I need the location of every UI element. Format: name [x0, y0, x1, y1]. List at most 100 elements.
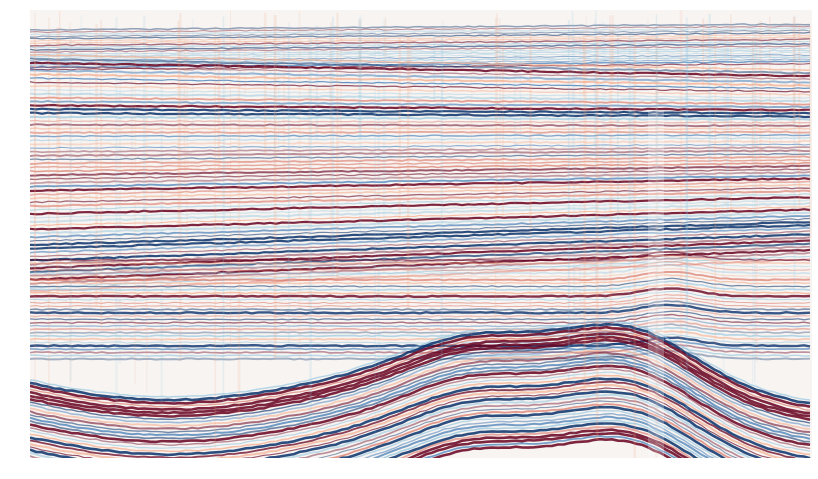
reflector-horizon	[30, 171, 811, 185]
reflector-horizon	[30, 96, 811, 106]
disturbance-zone	[648, 110, 664, 458]
reflector-horizon	[30, 322, 811, 405]
trace-noise-column	[501, 36, 505, 218]
trace-noise-column	[780, 24, 782, 201]
reflector-horizon	[30, 348, 811, 430]
trace-noise-column	[384, 17, 387, 58]
trace-noise-column	[582, 33, 585, 97]
reflector-horizon	[381, 419, 704, 458]
reflector-horizon	[30, 201, 811, 223]
reflector-horizon	[30, 287, 811, 299]
reflector-horizon	[30, 317, 811, 328]
reflector-horizon	[30, 133, 811, 138]
reflector-horizon	[30, 313, 811, 325]
trace-noise-column	[655, 14, 658, 176]
reflector-horizon	[30, 361, 811, 443]
reflector-horizon	[372, 415, 710, 458]
trace-noise-column	[230, 10, 231, 351]
trace-noise-column	[298, 11, 301, 358]
trace-noise-column	[655, 36, 658, 458]
reflector-horizon	[30, 187, 811, 204]
trace-noise-column	[499, 18, 501, 160]
reflector-horizon	[30, 177, 811, 193]
trace-noise-column	[628, 33, 630, 392]
reflector-horizon	[30, 158, 811, 169]
trace-noise-column	[329, 30, 332, 119]
trace-noise-column	[609, 15, 611, 316]
reflector-horizon	[30, 338, 811, 421]
trace-noise-column	[359, 15, 362, 290]
trace-noise-column	[724, 30, 726, 205]
trace-noise-column	[274, 26, 276, 169]
trace-noise-column	[69, 37, 73, 382]
trace-noise-column	[48, 17, 50, 415]
reflector-horizon	[30, 92, 811, 103]
reflector-horizon	[317, 400, 739, 458]
trace-noise-column	[131, 39, 133, 149]
reflector-horizon	[406, 428, 690, 458]
reflector-horizon	[30, 25, 811, 34]
trace-noise-column	[309, 37, 312, 425]
reflector-horizon	[30, 31, 811, 40]
reflector-horizon	[30, 320, 811, 331]
reflector-horizon	[414, 431, 684, 458]
reflector-horizon	[30, 307, 811, 318]
trace-noise-column	[237, 33, 241, 424]
reflector-horizon	[30, 130, 811, 134]
reflector-horizon	[30, 294, 811, 305]
trace-noise-column	[706, 20, 708, 110]
trace-noise-column	[495, 17, 499, 68]
trace-noise-column	[143, 15, 146, 292]
reflector-horizon	[30, 297, 811, 308]
trace-noise-column	[358, 18, 362, 138]
reflector-horizon	[30, 257, 811, 268]
reflector-horizon	[30, 223, 811, 250]
reflector-horizon	[30, 335, 811, 418]
trace-noise	[34, 10, 812, 458]
reflector-horizon	[30, 155, 811, 165]
reflector-horizon	[30, 40, 811, 49]
trace-noise-column	[186, 25, 188, 242]
trace-noise-column	[628, 34, 632, 260]
trace-noise-column	[594, 20, 596, 150]
reflector-horizon	[30, 251, 811, 285]
trace-noise-column	[752, 30, 754, 384]
reflector-horizon	[30, 189, 811, 208]
trace-noise-column	[679, 10, 683, 366]
trace-noise-column	[95, 24, 98, 306]
trace-noise-column	[374, 30, 376, 458]
trace-noise-column	[329, 21, 332, 238]
trace-noise-column	[252, 37, 255, 78]
reflector-horizon	[30, 277, 811, 288]
trace-noise-column	[571, 11, 574, 152]
trace-noise-column	[398, 37, 401, 221]
reflector-horizon	[30, 248, 811, 281]
seismic-image-panel	[30, 10, 812, 458]
trace-noise-column	[610, 38, 613, 369]
reflector-horizon	[328, 402, 733, 458]
reflector-horizon	[30, 168, 811, 181]
reflector-horizon	[30, 310, 811, 321]
trace-noise-column	[529, 29, 531, 335]
trace-noise-column	[730, 14, 732, 224]
reflector-horizon	[30, 180, 811, 196]
trace-noise-column	[224, 39, 226, 240]
trace-noise-column	[755, 29, 758, 363]
trace-noise-column	[69, 22, 71, 386]
reflector-horizon	[30, 65, 811, 80]
trace-noise-column	[145, 28, 148, 393]
trace-noise-column	[496, 13, 498, 215]
trace-noise-column	[115, 17, 118, 417]
reflector-horizon	[30, 103, 811, 112]
trace-noise-column	[726, 39, 729, 229]
reflector-horizon	[30, 49, 811, 58]
trace-noise-column	[307, 39, 310, 307]
reflector-horizon	[398, 426, 693, 458]
reflector-horizon	[30, 233, 811, 262]
trace-noise-column	[583, 38, 586, 393]
reflector-horizon	[30, 183, 811, 200]
trace-noise-column	[441, 20, 444, 113]
reflector-horizon	[30, 137, 811, 142]
reflector-horizon	[30, 208, 811, 231]
trace-noise-column	[59, 11, 61, 156]
